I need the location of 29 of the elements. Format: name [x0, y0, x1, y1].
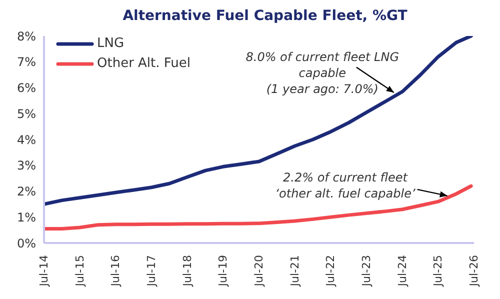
annotation: 2.2% of current fleet ‘other alt. fuel capable’: [275, 170, 416, 200]
y-tick-label: 6%: [16, 81, 36, 96]
y-tick-label: 2%: [16, 184, 36, 199]
x-tick-label: Jul-24: [396, 255, 409, 288]
y-tick-label: 3%: [16, 158, 36, 173]
x-tick-label: Jul-19: [216, 255, 230, 288]
y-tick-label: 1%: [16, 210, 36, 224]
annotation: 8.0% of current fleet LNG capable (1 year ago: 7.0%): [246, 50, 400, 96]
x-tick-label: Jul-17: [145, 255, 158, 288]
x-tick-label: Jul-26: [468, 255, 480, 288]
legend-label: LNG: [97, 35, 124, 53]
x-tick-label: Jul-25: [432, 255, 445, 288]
x-tick-label: Jul-14: [38, 255, 50, 288]
x-tick-label: Jul-22: [324, 255, 338, 288]
x-tick-label: Jul-23: [360, 255, 373, 288]
y-tick-label: 7%: [16, 55, 36, 70]
y-tick-label: 5%: [16, 106, 36, 121]
line-series: [44, 36, 473, 206]
y-tick-label: 4%: [16, 132, 36, 147]
y-tick-label: 0%: [16, 236, 36, 250]
x-tick-label: Jul-16: [109, 255, 122, 288]
y-tick-label: 8%: [16, 29, 36, 44]
x-tick-label: Jul-20: [252, 255, 266, 288]
chart-title: Alternative Fuel Capable Fleet, %GT: [122, 8, 408, 26]
line-series: [44, 184, 473, 231]
x-tick-label: Jul-21: [288, 255, 302, 288]
legend-label: Other Alt. Fuel: [97, 55, 191, 73]
x-tick-label: Jul-18: [180, 255, 194, 288]
x-tick-label: Jul-15: [73, 255, 86, 288]
